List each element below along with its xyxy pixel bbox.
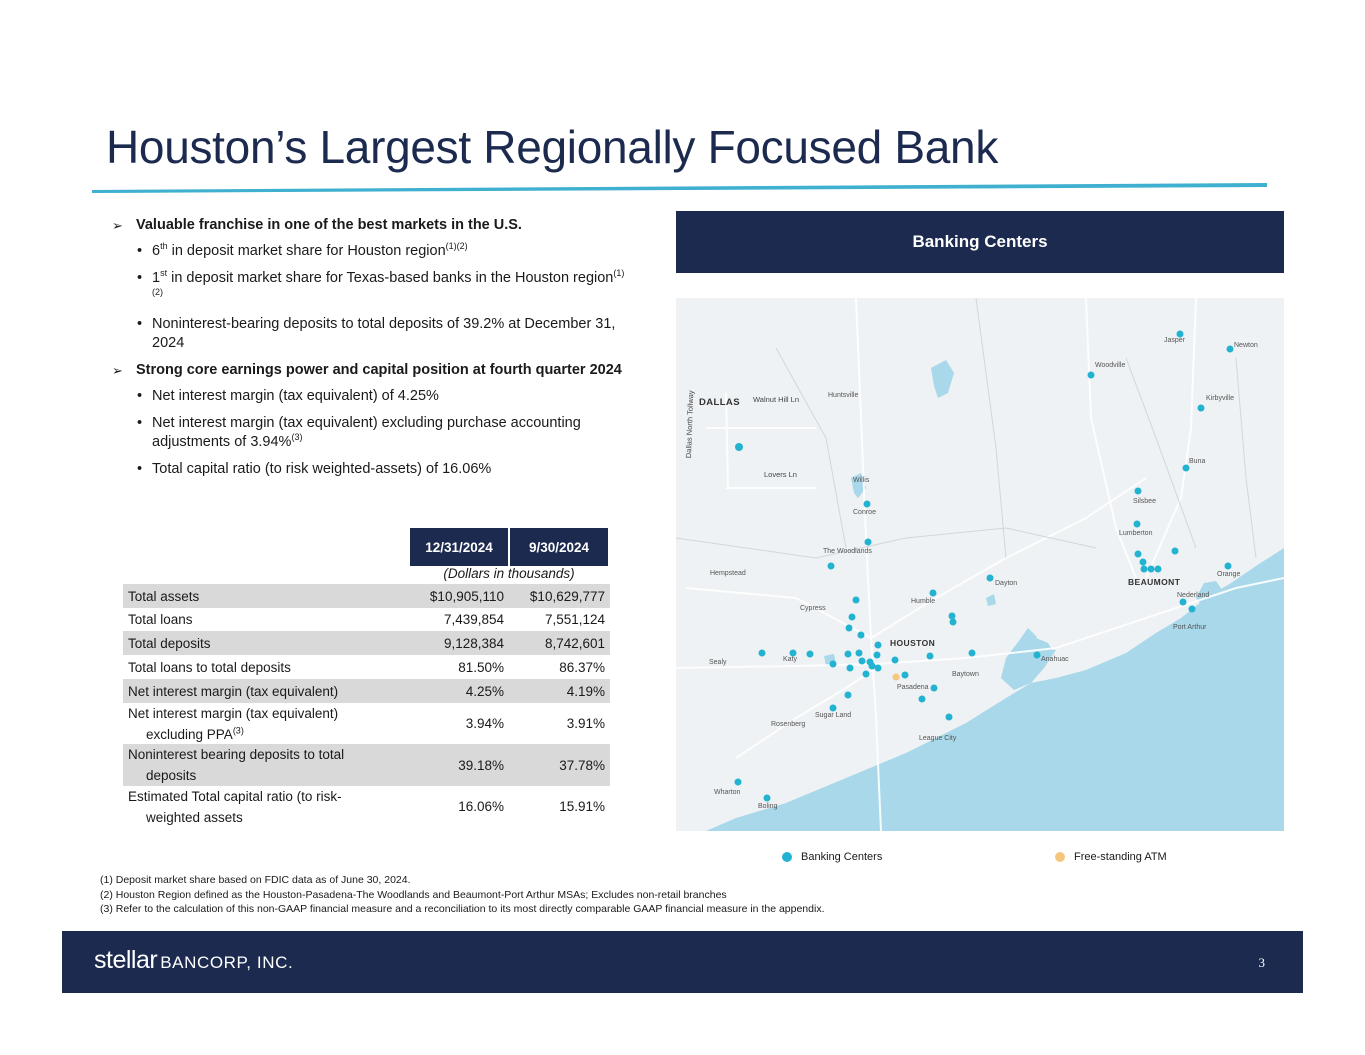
- map-label: Pasadena: [897, 684, 929, 691]
- column-header: 9/30/2024: [510, 528, 608, 566]
- map-label: Willis: [853, 477, 870, 484]
- map-label: Newton: [1234, 342, 1258, 349]
- footnote: (1) Deposit market share based on FDIC d…: [100, 874, 411, 886]
- map-label: Lovers Ln: [764, 470, 797, 479]
- table-row: Noninterest bearing deposits to total dep…: [123, 744, 610, 786]
- map-label: Baytown: [952, 671, 979, 678]
- footnote: (3) Refer to the calculation of this non…: [100, 903, 825, 915]
- banking-centers-map: DALLAS Walnut Hill Ln Lovers Ln Dallas N…: [676, 298, 1284, 831]
- map-graphic: [676, 298, 1284, 831]
- bullet-heading-franchise: ➢ Valuable franchise in one of the best …: [112, 217, 522, 233]
- map-label: HOUSTON: [890, 638, 936, 648]
- table-row: Net interest margin (tax equivalent) 4.2…: [123, 679, 610, 703]
- map-label: Huntsville: [828, 392, 859, 399]
- footnotes: (1) Deposit market share based on FDIC d…: [100, 873, 825, 917]
- bullet-dot-icon: •: [137, 243, 143, 259]
- map-label: Rosenberg: [771, 721, 806, 728]
- key-highlights: ➢ Valuable franchise in one of the best …: [112, 216, 632, 487]
- map-header: Banking Centers: [676, 211, 1284, 273]
- bullet-dot-icon: •: [137, 316, 143, 332]
- bullet-item: • Total capital ratio (to risk weighted-…: [137, 461, 492, 477]
- table-row: Total loans to total deposits 81.50% 86.…: [128, 659, 605, 675]
- map-label: Woodville: [1095, 362, 1126, 369]
- bullet-item: • 6th in deposit market share for Housto…: [137, 241, 468, 259]
- page-title: Houston’s Largest Regionally Focused Ban…: [106, 121, 999, 173]
- map-label: Sealy: [709, 659, 727, 666]
- arrow-bullet-icon: ➢: [112, 218, 123, 233]
- table-row: Total loans 7,439,854 7,551,124: [128, 612, 605, 627]
- arrow-bullet-icon: ➢: [112, 363, 123, 378]
- table-row: Total deposits 9,128,384 8,742,601: [123, 631, 610, 655]
- bullet-dot-icon: •: [137, 461, 143, 477]
- map-label: Wharton: [714, 789, 741, 796]
- financial-metrics-table: 12/31/2024 9/30/2024 (Dollars in thousan…: [123, 528, 610, 827]
- table-row: Estimated Total capital ratio (to risk-w…: [128, 788, 605, 825]
- map-label: Hempstead: [710, 570, 746, 577]
- footer-bar: stellar BANCORP, INC. 3: [62, 931, 1303, 993]
- bullet-heading-earnings: ➢ Strong core earnings power and capital…: [112, 362, 622, 378]
- legend-banking-centers: Banking Centers: [782, 851, 882, 863]
- bullet-item: • Net interest margin (tax equivalent) o…: [137, 388, 439, 404]
- map-label: Anahuac: [1041, 656, 1069, 663]
- bullet-item: • Noninterest-bearing deposits to total …: [137, 316, 616, 351]
- map-label: Humble: [911, 598, 936, 605]
- legend-atm: Free-standing ATM: [1055, 851, 1167, 863]
- table-header: 12/31/2024 9/30/2024: [123, 528, 610, 566]
- banking-center-dot-icon: [782, 852, 792, 862]
- bullet-dot-icon: •: [137, 270, 143, 286]
- map-label: Walnut Hill Ln: [753, 395, 799, 404]
- map-label: Nederland: [1177, 592, 1210, 599]
- bullet-item: • 1st in deposit market share for Texas-…: [137, 268, 625, 298]
- map-label: Jasper: [1164, 337, 1186, 344]
- footnote: (2) Houston Region defined as the Housto…: [100, 888, 727, 901]
- map-label: Orange: [1217, 571, 1241, 578]
- table-units: (Dollars in thousands): [443, 566, 575, 581]
- map-label: Sugar Land: [815, 712, 852, 719]
- map-label: BEAUMONT: [1128, 577, 1181, 587]
- map-label: League City: [919, 735, 957, 742]
- map-label: Katy: [783, 656, 798, 663]
- map-label: The Woodlands: [823, 548, 872, 555]
- map-label: Silsbee: [1133, 498, 1156, 505]
- map-label: Lumberton: [1119, 530, 1153, 537]
- map-label: Boling: [758, 803, 778, 810]
- map-label: DALLAS: [699, 397, 740, 408]
- map-label: Dayton: [995, 580, 1018, 587]
- map-label: Kirbyville: [1206, 395, 1235, 402]
- company-logo: stellar BANCORP, INC.: [94, 946, 294, 974]
- table-row: Net interest margin (tax equivalent) excl…: [128, 705, 605, 742]
- map-label: Buna: [1189, 458, 1206, 465]
- map-label: Conroe: [853, 509, 876, 516]
- map-label: Port Arthur: [1173, 624, 1207, 631]
- column-header: 12/31/2024: [410, 528, 508, 566]
- bullet-dot-icon: •: [137, 388, 143, 404]
- bullet-item: • Net interest margin (tax equivalent) e…: [137, 415, 581, 450]
- atm-dot-icon: [1055, 852, 1065, 862]
- map-label: Cypress: [800, 605, 826, 612]
- table-row: Total assets $10,905,110 $10,629,777: [123, 584, 610, 608]
- title-underline: [92, 183, 1267, 193]
- bullet-dot-icon: •: [137, 415, 143, 431]
- page-number: 3: [1258, 955, 1266, 970]
